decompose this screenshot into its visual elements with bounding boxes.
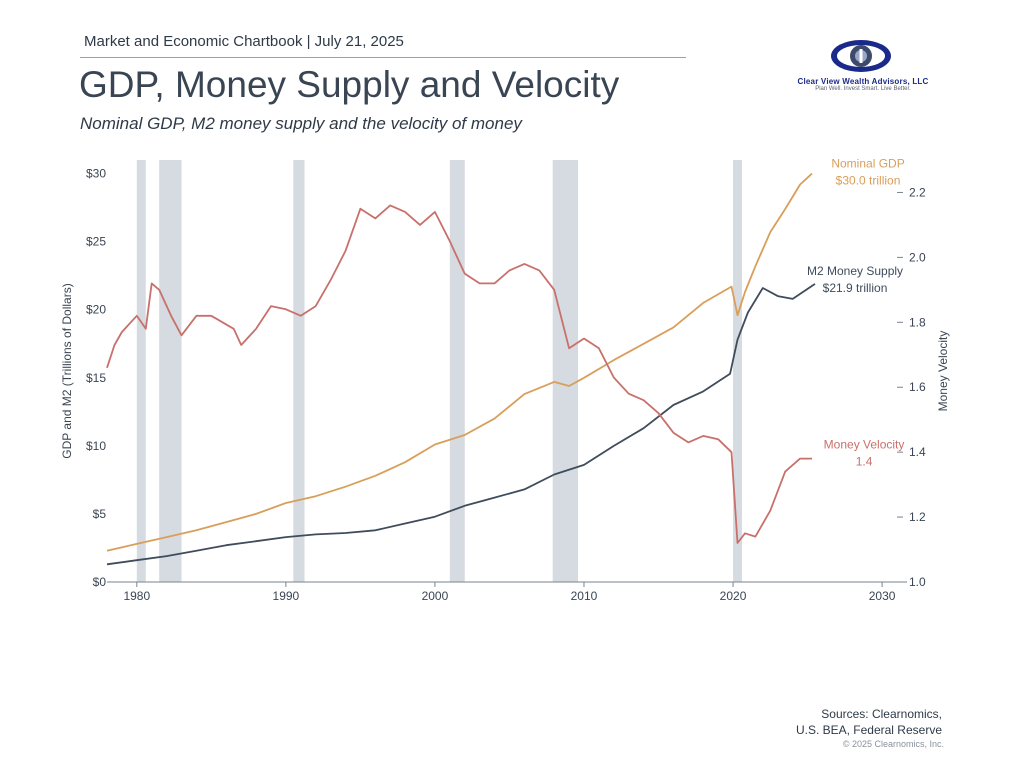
y-left-tick-label-0: $0 <box>93 575 107 589</box>
header-divider <box>80 57 686 58</box>
recession-band-2 <box>293 160 305 582</box>
logo-tagline: Plan Well. Invest Smart. Live Better. <box>815 86 911 92</box>
y-right-tick-label-0: 1.0 <box>909 575 926 589</box>
copyright-text: © 2025 Clearnomics, Inc. <box>842 739 944 749</box>
x-tick-label-5: 2030 <box>869 589 896 603</box>
series-end-labels: Nominal GDP $30.0 trillion M2 Money Supply… <box>807 157 905 469</box>
nominal-gdp-line <box>106 172 813 552</box>
x-tick-label-1: 1990 <box>273 589 300 603</box>
chart-title: GDP, Money Supply and Velocity <box>79 64 620 105</box>
sources-line-2: U.S. BEA, Federal Reserve <box>795 723 942 737</box>
recession-bands <box>136 160 742 582</box>
x-tick-label-4: 2020 <box>720 589 747 603</box>
y-left-axis-title: GDP and M2 (Trillions of Dollars) <box>60 283 74 458</box>
recession-band-0 <box>136 160 146 582</box>
chart-subtitle: Nominal GDP, M2 money supply and the vel… <box>80 114 522 133</box>
nominal-gdp-end-label-0: Nominal GDP <box>831 157 904 171</box>
m2-money-supply-end-label-1: $21.9 trillion <box>823 281 888 295</box>
nominal-gdp-end-label-1: $30.0 trillion <box>836 174 901 188</box>
y-left-tick-label-2: $10 <box>86 439 106 453</box>
x-tick-label-0: 1980 <box>123 589 150 603</box>
logo-company-name: Clear View Wealth Advisors, LLC <box>797 77 929 86</box>
y-right-tick-label-4: 1.8 <box>909 315 926 329</box>
x-tick-label-3: 2010 <box>571 589 598 603</box>
eye-logo-icon <box>831 40 891 72</box>
y-right-tick-label-5: 2.0 <box>909 250 926 264</box>
recession-band-4 <box>552 160 579 582</box>
y-right-tick-label-6: 2.2 <box>909 185 926 199</box>
x-tick-label-2: 2000 <box>422 589 449 603</box>
sources-line-1: Sources: Clearnomics, <box>821 707 942 721</box>
y-right-tick-label-2: 1.4 <box>909 445 926 459</box>
y-right-tick-label-3: 1.6 <box>909 380 926 394</box>
chart-series <box>106 172 816 566</box>
y-left-tick-label-4: $20 <box>86 303 106 317</box>
money-velocity-line <box>106 204 812 544</box>
recession-band-1 <box>159 160 182 582</box>
m2-money-supply-line <box>106 283 816 566</box>
y-right-axis-title: Money Velocity <box>936 331 950 412</box>
m2-money-supply-end-label-0: M2 Money Supply <box>807 264 903 278</box>
y-left-tick-label-3: $15 <box>86 371 106 385</box>
y-left-tick-label-1: $5 <box>93 507 107 521</box>
money-velocity-end-label-0: Money Velocity <box>824 438 905 452</box>
recession-band-3 <box>449 160 465 582</box>
chartbook-kicker: Market and Economic Chartbook | July 21,… <box>84 33 404 50</box>
recession-band-5 <box>733 160 742 582</box>
y-left-tick-label-5: $25 <box>86 235 106 249</box>
y-right-tick-label-1: 1.2 <box>909 510 926 524</box>
chart-axes: 1980 1990 2000 2010 2020 2030 $0 $5 $10 $15 $20 $25… <box>60 167 950 603</box>
y-left-tick-label-6: $30 <box>86 167 106 181</box>
sources-note: Sources: Clearnomics, U.S. BEA, Federal … <box>796 706 942 738</box>
money-velocity-end-label-1: 1.4 <box>856 455 873 469</box>
